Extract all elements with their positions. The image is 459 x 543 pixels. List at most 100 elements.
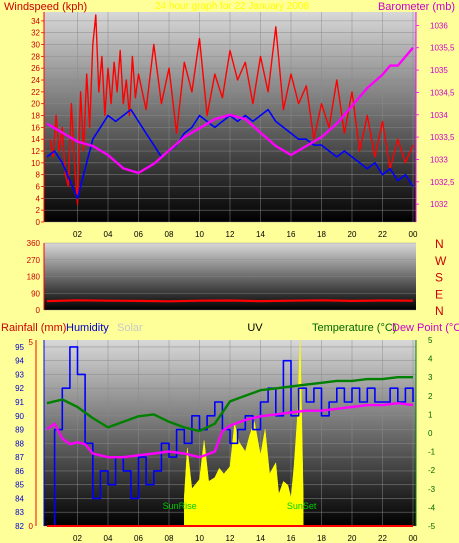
wind-y-tick-label: 4 xyxy=(36,194,41,203)
compass-label: N xyxy=(435,304,444,318)
compass-label: N xyxy=(435,237,444,251)
humidity-tick-label: 84 xyxy=(15,494,24,503)
direction-y-tick-label: 0 xyxy=(36,306,41,315)
humidity-tick-label: 90 xyxy=(15,412,24,421)
climate-x-tick-label: 08 xyxy=(165,534,174,543)
temperature-tick-label: 4 xyxy=(428,355,433,364)
humidity-tick-label: 92 xyxy=(15,384,24,393)
humidity-tick-label: 89 xyxy=(15,426,24,435)
humidity-tick-label: 83 xyxy=(15,508,24,517)
humidity-line xyxy=(47,346,414,527)
chart-title: 24 hour graph for 22 January 2008 xyxy=(155,1,309,12)
humidity-tick-label: 88 xyxy=(15,439,24,448)
climate-x-tick-label: 22 xyxy=(378,534,387,543)
temperature-tick-label: 3 xyxy=(428,373,433,382)
sunset-label: SunSet xyxy=(287,501,317,511)
wind-axis-title: Windspeed (kph) xyxy=(4,1,87,13)
wind-x-tick-label: 18 xyxy=(317,230,326,239)
compass-label: E xyxy=(435,287,443,301)
humidity-tick-label: 95 xyxy=(15,343,24,352)
temperature-tick-label: -4 xyxy=(428,503,436,512)
wind-direction-line xyxy=(46,299,414,303)
temperature-tick-label: 0 xyxy=(428,429,433,438)
rain-tick-label: 0 xyxy=(29,522,34,531)
temperature-tick-label: 2 xyxy=(428,392,433,401)
humidity-tick-label: 94 xyxy=(15,357,24,366)
wind-x-tick-label: 22 xyxy=(378,230,387,239)
barometer-line xyxy=(46,46,414,175)
wind-x-tick-label: 10 xyxy=(195,230,204,239)
climate-x-tick-label: 12 xyxy=(226,534,235,543)
temperature-line xyxy=(46,376,413,433)
wind-x-tick-label: 12 xyxy=(226,230,235,239)
direction-y-tick-label: 90 xyxy=(31,289,40,298)
wind-y-tick-label: 18 xyxy=(31,112,40,121)
climate-x-tick-label: 18 xyxy=(317,534,326,543)
barometer-tick-label: 1033,5 xyxy=(430,133,455,142)
wind-x-tick-label: 20 xyxy=(348,230,357,239)
compass-label: W xyxy=(435,254,447,268)
temperature-tick-label: -1 xyxy=(428,448,436,457)
barometer-tick-label: 1034,5 xyxy=(430,88,455,97)
wind-x-tick-label: 14 xyxy=(256,230,265,239)
wind-y-tick-label: 6 xyxy=(36,183,41,192)
humidity-tick-label: 93 xyxy=(15,370,24,379)
wind-x-tick-label: 16 xyxy=(287,230,296,239)
wind-x-tick-label: 02 xyxy=(73,230,82,239)
humidity-tick-label: 86 xyxy=(15,467,24,476)
climate-x-tick-label: 20 xyxy=(348,534,357,543)
climate-x-tick-label: 10 xyxy=(195,534,204,543)
wind-y-tick-label: 14 xyxy=(31,135,40,144)
wind-x-tick-label: 08 xyxy=(165,230,174,239)
wind-y-tick-label: 2 xyxy=(36,206,41,215)
wind-y-tick-label: 16 xyxy=(31,123,40,132)
barometer-tick-label: 1036 xyxy=(430,21,448,30)
wind-y-tick-label: 20 xyxy=(31,100,40,109)
climate-x-tick-label: 14 xyxy=(256,534,265,543)
wind-y-tick-label: 30 xyxy=(31,41,40,50)
barometer-axis-title: Barometer (mb) xyxy=(378,1,455,13)
sunrise-label: SunRise xyxy=(163,501,197,511)
humidity-tick-label: 82 xyxy=(15,522,24,531)
uv-label: UV xyxy=(247,322,263,334)
wind-y-tick-label: 12 xyxy=(31,147,40,156)
climate-x-tick-label: 16 xyxy=(287,534,296,543)
barometer-tick-label: 1035,5 xyxy=(430,44,455,53)
climate-x-tick-label: 00 xyxy=(409,534,418,543)
wind-y-tick-label: 24 xyxy=(31,76,40,85)
wind-y-tick-label: 34 xyxy=(31,17,40,26)
temperature-tick-label: -3 xyxy=(428,485,436,494)
compass-label: S xyxy=(435,271,443,285)
climate-x-tick-label: 02 xyxy=(73,534,82,543)
climate-x-tick-label: 06 xyxy=(134,534,143,543)
humidity-tick-label: 91 xyxy=(15,398,24,407)
wind-y-tick-label: 26 xyxy=(31,64,40,73)
climate-x-tick-label: 04 xyxy=(104,534,113,543)
wind-y-tick-label: 8 xyxy=(36,171,41,180)
dew-point-label: Dew Point (°C) xyxy=(392,322,459,334)
barometer-tick-label: 1032 xyxy=(430,200,448,209)
barometer-tick-label: 1035 xyxy=(430,66,448,75)
temperature-tick-label: 1 xyxy=(428,410,433,419)
humidity-tick-label: 85 xyxy=(15,481,24,490)
temperature-label: Temperature (°C) xyxy=(312,322,396,334)
wind-y-tick-label: 22 xyxy=(31,88,40,97)
solar-label: Solar xyxy=(117,322,143,334)
humidity-label: Humidity xyxy=(66,322,109,334)
direction-y-tick-label: 270 xyxy=(27,256,41,265)
wind-y-tick-label: 28 xyxy=(31,52,40,61)
wind-y-tick-label: 32 xyxy=(31,29,40,38)
direction-y-tick-label: 180 xyxy=(27,273,41,282)
dew-point-line xyxy=(46,402,414,459)
wind-x-tick-label: 04 xyxy=(104,230,113,239)
barometer-tick-label: 1034 xyxy=(430,111,448,120)
wind-x-tick-label: 00 xyxy=(409,230,418,239)
temperature-tick-label: -2 xyxy=(428,466,436,475)
barometer-tick-label: 1032,5 xyxy=(430,178,455,187)
direction-y-tick-label: 360 xyxy=(27,239,41,248)
temperature-tick-label: 5 xyxy=(428,336,433,345)
wind-y-tick-label: 10 xyxy=(31,159,40,168)
wind-gust-line xyxy=(49,14,414,205)
temperature-tick-label: -5 xyxy=(428,522,436,531)
